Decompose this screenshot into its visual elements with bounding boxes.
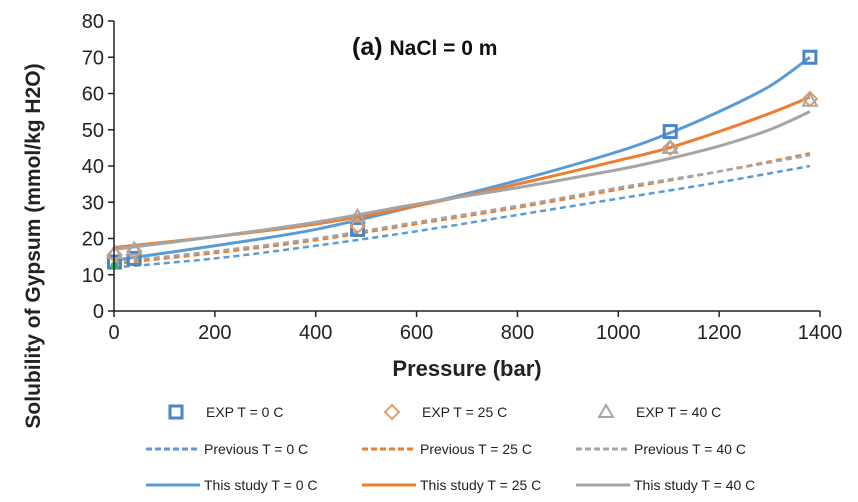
- data-point-s0-3: [662, 124, 678, 140]
- legend-label-2-2: This study T = 40 C: [634, 477, 755, 493]
- data-point-s2-2: [348, 207, 367, 223]
- legend-item-1-2: Previous T = 40 C: [576, 441, 746, 457]
- series-line-5: [113, 110, 811, 251]
- y-tick-label-4: 40: [82, 156, 104, 178]
- chart-title-label: (a): [352, 33, 390, 61]
- y-tick-label-6: 60: [82, 84, 104, 106]
- x-axis-title: Pressure (bar): [392, 356, 541, 381]
- plot-area: [105, 49, 819, 270]
- x-tick-label-1: 200: [198, 322, 231, 344]
- legend-item-0-2: EXP T = 40 C: [597, 403, 721, 420]
- y-tick-label-1: 10: [82, 265, 104, 287]
- legend-marker-0-1: [383, 403, 401, 421]
- data-point-s1-3: [661, 139, 679, 157]
- data-point-s0-2: [350, 221, 366, 237]
- series-line-0: [113, 164, 811, 269]
- y-tick-label-7: 70: [82, 47, 104, 69]
- series-line-3: [113, 56, 811, 262]
- data-point-s2-4: [801, 91, 819, 107]
- chart-title: (a) NaCl = 0 m: [352, 33, 497, 61]
- legend-item-2-1: This study T = 25 C: [362, 477, 541, 493]
- legend-item-1-1: Previous T = 25 C: [362, 441, 532, 457]
- legend-label-1-0: Previous T = 0 C: [204, 441, 308, 457]
- legend-item-0-1: EXP T = 25 C: [383, 403, 507, 421]
- x-tick-label-5: 1000: [596, 322, 641, 344]
- data-point-s2-1: [125, 240, 143, 256]
- chart-title-text: NaCl = 0 m: [390, 37, 498, 60]
- legend-marker-0-0: [168, 404, 184, 420]
- x-tick-label-2: 400: [299, 322, 332, 344]
- x-tick-label-4: 800: [501, 322, 534, 344]
- legend-item-0-0: EXP T = 0 C: [168, 404, 283, 420]
- y-axis-title: Solubility of Gypsum (mmol/kg H2O): [22, 63, 45, 428]
- data-point-s1-2: [349, 217, 366, 235]
- legend-label-2-0: This study T = 0 C: [204, 477, 317, 493]
- data-point-s2-3: [661, 138, 679, 154]
- y-tick-label-5: 50: [82, 120, 104, 142]
- legend-item-2-0: This study T = 0 C: [146, 477, 317, 493]
- legend-label-0-0: EXP T = 0 C: [206, 404, 283, 420]
- x-tick-label-3: 600: [400, 322, 433, 344]
- legend: EXP T = 0 C EXP T = 25 C EXP T = 40 C Previ…: [146, 403, 755, 493]
- legend-label-1-1: Previous T = 25 C: [420, 441, 532, 457]
- legend-label-2-1: This study T = 25 C: [420, 477, 541, 493]
- legend-label-0-1: EXP T = 25 C: [422, 404, 507, 420]
- data-point-s0-1: [126, 250, 142, 266]
- legend-marker-0-2: [597, 403, 615, 418]
- y-tick-label-0: 0: [93, 301, 104, 323]
- y-tick-label-3: 30: [82, 192, 104, 214]
- x-tick-label-0: 0: [108, 322, 119, 344]
- y-tick-label-8: 80: [82, 11, 104, 33]
- legend-label-1-2: Previous T = 40 C: [634, 441, 746, 457]
- legend-item-2-2: This study T = 40 C: [576, 477, 755, 493]
- legend-item-1-0: Previous T = 0 C: [146, 441, 308, 457]
- x-tick-label-7: 1400: [798, 322, 843, 344]
- legend-label-0-2: EXP T = 40 C: [636, 404, 721, 420]
- x-tick-label-6: 1200: [697, 322, 742, 344]
- y-tick-label-2: 20: [82, 229, 104, 251]
- series-line-1: [113, 152, 811, 266]
- series-line-2: [113, 153, 811, 264]
- data-point-s0-4: [802, 49, 818, 65]
